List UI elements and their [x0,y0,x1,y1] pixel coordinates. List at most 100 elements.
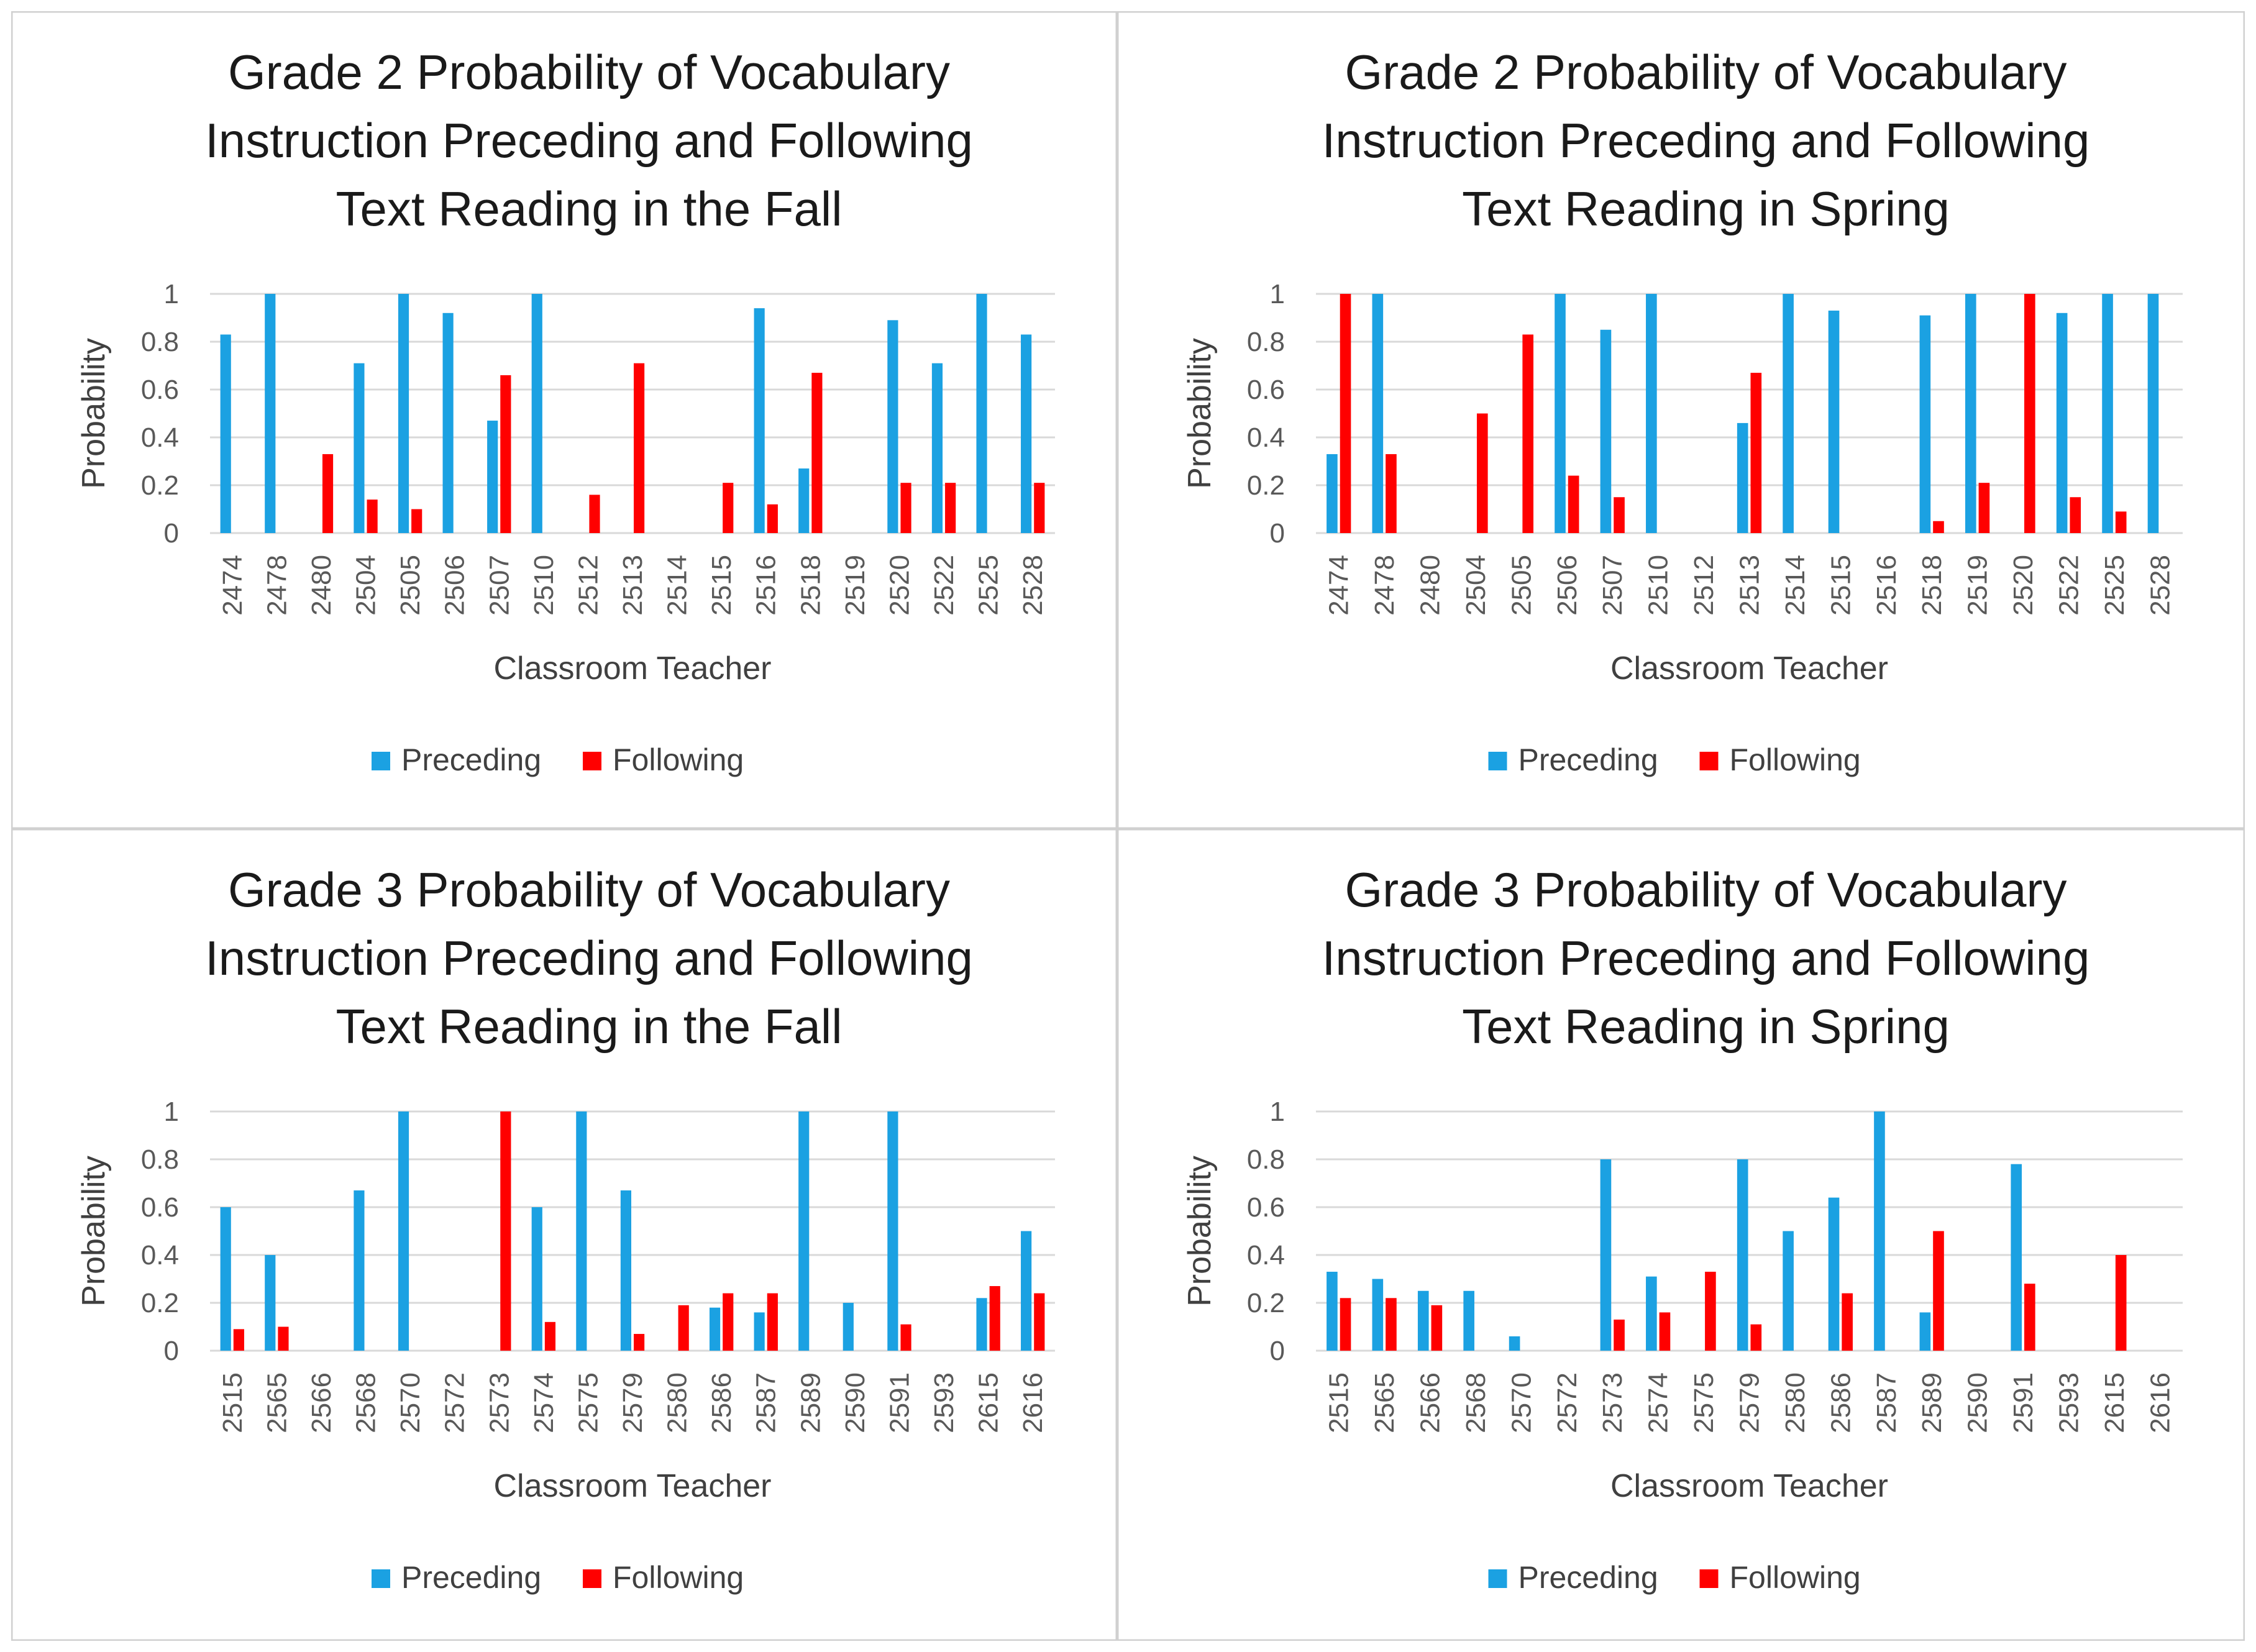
preceding-legend-swatch [1488,752,1507,770]
preceding-bar [1828,1197,1840,1351]
chart-title-line: Grade 3 Probability of Vocabulary [228,862,950,917]
following-bar [1340,294,1351,533]
following-bar [811,373,823,533]
x-tick-label: 2480 [1415,555,1446,616]
y-tick-label: 0.2 [1247,1288,1285,1318]
chart-title-line: Text Reading in the Fall [336,999,842,1054]
chart-title-line: Grade 3 Probability of Vocabulary [1345,862,2066,917]
preceding-bar [1600,1159,1612,1351]
following-bar [767,1293,778,1351]
x-tick-label: 2591 [2008,1372,2039,1433]
y-tick-label: 1 [164,1097,179,1127]
y-tick-label: 0 [1270,1336,1285,1366]
preceding-bar [1509,1336,1520,1351]
chart-panel-4: Grade 3 Probability of Vocabulary Instruc… [1117,829,2245,1641]
x-tick-label: 2574 [529,1372,559,1433]
following-bar [367,500,378,533]
x-tick-label: 2513 [618,555,648,616]
preceding-bar [1555,294,1566,533]
x-tick-label: 2478 [262,555,292,616]
following-bar [1842,1293,1853,1351]
preceding-bar [1372,294,1384,533]
preceding-bar [709,1307,721,1351]
following-bar [1750,1324,1762,1351]
preceding-bar [1919,315,1931,533]
preceding-bar [220,334,231,533]
y-tick-label: 0.6 [1247,1192,1285,1223]
y-tick-label: 0.4 [141,1240,179,1271]
following-bar [900,483,911,533]
following-bar [1705,1271,1716,1351]
preceding-bar [265,1255,276,1351]
preceding-bar [1874,1111,1885,1351]
following-legend-swatch [583,752,601,770]
chart-title-line: Grade 2 Probability of Vocabulary [1345,45,2066,99]
y-tick-label: 0.8 [141,327,179,357]
preceding-bar [798,468,810,533]
y-tick-label: 0.4 [1247,1240,1285,1271]
x-tick-label: 2590 [840,1372,870,1433]
preceding-bar [1327,1271,1338,1351]
legend-label: Preceding [1518,1560,1658,1595]
following-bar [278,1326,289,1351]
x-tick-label: 2589 [1917,1372,1947,1433]
y-tick-label: 1 [1270,1097,1285,1127]
following-bar [1978,483,1990,533]
x-tick-label: 2505 [1506,555,1537,616]
x-tick-label: 2505 [395,555,426,616]
x-tick-label: 2513 [1735,555,1765,616]
x-axis-label: Classroom Teacher [493,1468,771,1504]
x-tick-label: 2579 [618,1372,648,1433]
y-tick-label: 0 [164,518,179,549]
x-tick-label: 2478 [1369,555,1400,616]
x-axis-label: Classroom Teacher [493,650,771,687]
preceding-bar [442,313,454,533]
x-tick-label: 2510 [529,555,559,616]
following-bar [1522,334,1534,533]
chart-panel-3: Grade 3 Probability of Vocabulary Instruc… [11,829,1117,1641]
x-tick-label: 2519 [1963,555,1993,616]
preceding-legend-swatch [1488,1569,1507,1588]
preceding-bar [354,1190,365,1351]
following-bar [1476,413,1488,533]
x-tick-label: 2566 [306,1372,337,1433]
y-axis-label: Probability [1182,1156,1218,1307]
x-tick-label: 2528 [1018,555,1048,616]
x-tick-label: 2580 [662,1372,693,1433]
preceding-bar [1417,1290,1429,1351]
x-tick-label: 2572 [1552,1372,1582,1433]
preceding-bar [931,363,943,533]
x-tick-label: 2504 [1461,555,1491,616]
chart-title-line: Instruction Preceding and Following [1322,931,2090,985]
y-axis-label: Probability [1182,338,1218,489]
following-bar [2024,1284,2035,1351]
legend-label: Following [1730,1560,1861,1595]
preceding-bar [1021,1231,1032,1351]
x-tick-label: 2512 [1689,555,1719,616]
preceding-bar [887,1111,898,1351]
preceding-bar [2011,1164,2022,1351]
preceding-bar [2056,313,2068,533]
x-tick-label: 2615 [2099,1372,2130,1433]
following-bar [544,1321,556,1351]
legend-label: Preceding [1518,742,1658,777]
following-legend-swatch [583,1569,601,1588]
x-tick-label: 2587 [751,1372,782,1433]
preceding-bar [843,1303,854,1351]
preceding-bar [398,1111,409,1351]
following-bar [1933,521,1944,533]
x-tick-label: 2518 [795,555,826,616]
chart-title-line: Text Reading in Spring [1462,999,1950,1054]
following-bar [2115,511,2127,533]
preceding-bar [531,1207,542,1351]
y-axis-label: Probability [76,338,112,489]
x-tick-label: 2572 [440,1372,470,1433]
x-tick-label: 2615 [974,1372,1004,1433]
preceding-bar [1646,1276,1657,1351]
preceding-bar [1737,1159,1748,1351]
x-axis-label: Classroom Teacher [1610,1468,1888,1504]
y-tick-label: 1 [1270,279,1285,309]
x-tick-label: 2566 [1415,1372,1446,1433]
following-bar [678,1305,689,1351]
